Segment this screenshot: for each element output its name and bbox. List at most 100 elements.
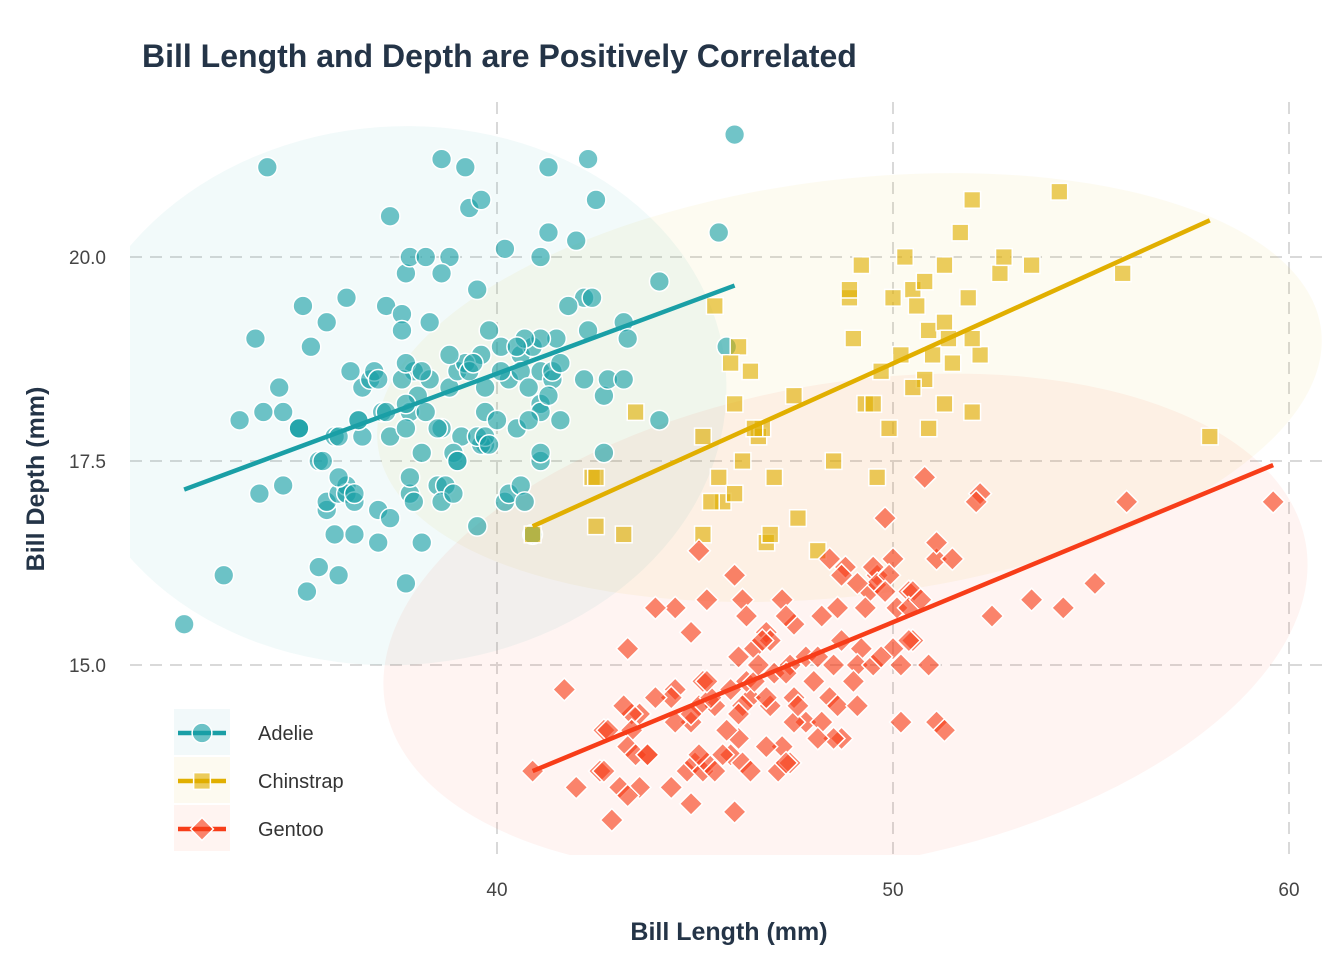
chinstrap-point (586, 517, 606, 536)
adelie-point (648, 270, 670, 293)
adelie-point (411, 531, 433, 554)
gentoo-point (694, 587, 720, 613)
chinstrap-point (705, 296, 724, 316)
tick-labels: 40 50 60 15.0 17.5 20.0 (69, 248, 1300, 901)
gentoo-point (773, 750, 799, 776)
adelie-point (415, 246, 437, 268)
x-axis-title: Bill Length (mm) (630, 918, 827, 946)
chinstrap-point (523, 525, 542, 544)
y-tick-label: 20.0 (69, 248, 106, 269)
adelie-point (537, 221, 560, 244)
adelie-point (478, 434, 500, 456)
chinstrap-point (725, 484, 744, 503)
gentoo-point (785, 693, 811, 719)
gentoo-point (801, 668, 827, 694)
adelie-point (391, 319, 413, 342)
chinstrap-point (994, 247, 1013, 267)
adelie-point (419, 311, 441, 333)
adelie-trend-line (183, 283, 736, 492)
chinstrap-point (935, 313, 954, 332)
chinstrap-point (951, 223, 970, 242)
chart-title: Bill Length and Depth are Positively Cor… (142, 38, 857, 74)
adelie-point (708, 221, 730, 244)
adelie-ellipse (130, 126, 727, 666)
adelie-point (557, 295, 579, 317)
gentoo-point (658, 774, 684, 800)
confidence-ellipses (130, 126, 1322, 855)
chinstrap-point (586, 468, 606, 487)
y-tick-label: 15.0 (69, 656, 106, 677)
gentoo-point (710, 742, 736, 768)
chinstrap-point (971, 345, 990, 365)
adelie-point (415, 401, 437, 423)
chinstrap-point (761, 525, 780, 544)
adelie-point (466, 515, 488, 537)
chinstrap-point (1200, 427, 1219, 446)
legend-marker-adelie (191, 722, 213, 744)
chinstrap-point (903, 378, 922, 397)
chinstrap-point (963, 329, 982, 348)
adelie-point (486, 409, 508, 431)
gentoo-point (825, 693, 851, 719)
gentoo-point (615, 636, 641, 662)
legend: Adelie Chinstrap Gentoo (174, 709, 344, 851)
gentoo-point (678, 619, 704, 645)
chinstrap-point (626, 402, 645, 422)
chinstrap-point (784, 386, 804, 405)
adelie-point (327, 466, 350, 488)
chinstrap-point (765, 468, 784, 487)
chinstrap-ellipse (377, 173, 1322, 603)
adelie-point (446, 450, 469, 472)
adelie-point (395, 572, 417, 595)
gentoo-point (615, 783, 641, 809)
gentoo-point (686, 742, 712, 768)
gentoo-point (1114, 489, 1140, 515)
adelie-point (213, 564, 235, 586)
adelie-point (613, 368, 635, 391)
adelie-point (466, 279, 488, 301)
adelie-point (438, 344, 461, 366)
adelie-point (411, 360, 433, 382)
gentoo-point (737, 758, 763, 784)
adelie-point (518, 409, 540, 431)
adelie-point (549, 352, 571, 374)
gentoo-point (821, 652, 847, 678)
chinstrap-point (788, 509, 808, 528)
gentoo-point (825, 595, 851, 621)
gentoo-point (599, 807, 625, 833)
adelie-point (292, 295, 314, 317)
gentoo-point (734, 603, 759, 629)
chinstrap-point (733, 451, 752, 471)
adelie-point (399, 466, 421, 488)
x-tick-label: 60 (1278, 880, 1299, 901)
adelie-point (573, 368, 595, 391)
chinstrap-point (725, 394, 744, 413)
gentoo-point (635, 742, 660, 768)
adelie-point (529, 246, 552, 268)
gentoo-ellipse (383, 373, 1308, 855)
chinstrap-point (824, 451, 843, 471)
chinstrap-point (935, 256, 954, 275)
x-tick-label: 50 (882, 880, 903, 901)
gentoo-point (844, 693, 870, 719)
adelie-point (426, 417, 449, 439)
gentoo-point (805, 725, 831, 751)
chinstrap-point (1022, 256, 1041, 275)
gentoo-point (773, 603, 799, 629)
adelie-point (648, 409, 670, 431)
gentoo-point (694, 668, 720, 694)
adelie-point (343, 483, 366, 505)
adelie-point (296, 580, 318, 603)
adelie-point (470, 189, 492, 211)
gentoo-point (840, 668, 866, 694)
chinstrap-point (959, 288, 978, 307)
gentoo-point (591, 758, 617, 784)
adelie-point (723, 123, 746, 146)
adelie-point (248, 483, 271, 505)
gentoo-point (726, 701, 752, 727)
adelie-point (272, 474, 294, 497)
gentoo-point (642, 685, 668, 711)
chinstrap-point (693, 427, 713, 446)
adelie-point (577, 148, 599, 170)
adelie-point (462, 352, 484, 374)
